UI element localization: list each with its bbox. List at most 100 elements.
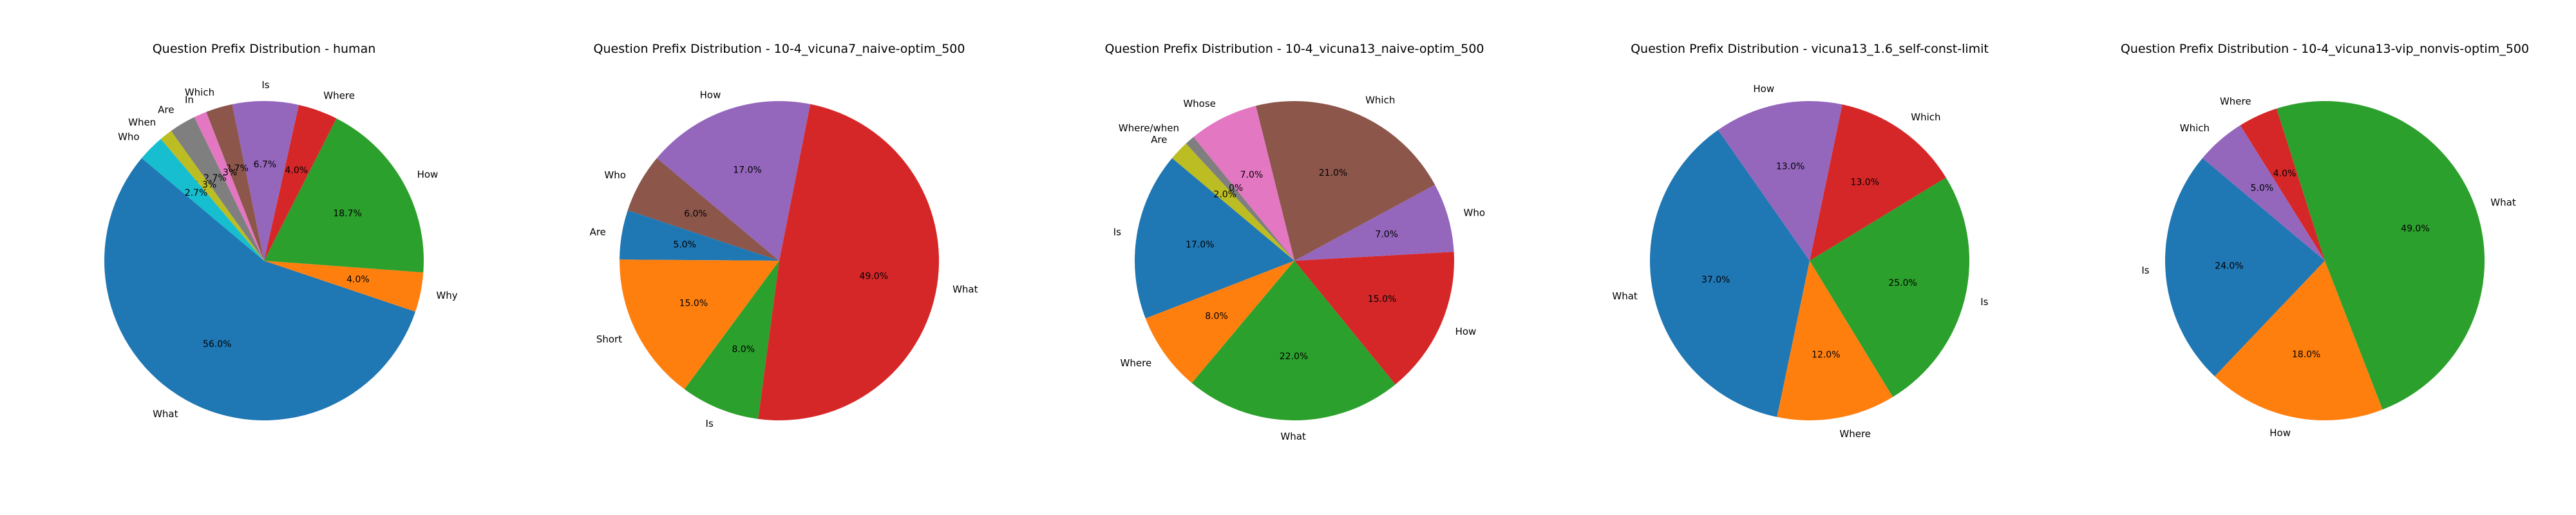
pie-slice <box>2165 158 2325 377</box>
pie-slice <box>1810 177 1969 397</box>
slice-label: Is <box>261 79 269 91</box>
pie-slice <box>657 100 811 261</box>
slice-label: What <box>153 408 178 420</box>
slice-percent: 17.0% <box>1186 240 1214 250</box>
slice-label: Where/when <box>1119 122 1179 134</box>
slice-percent: 12.0% <box>1812 350 1840 360</box>
slice-percent: 7.0% <box>1240 170 1264 180</box>
slice-label: Short <box>596 333 622 345</box>
slice-percent: 6.0% <box>684 209 707 219</box>
pie-slice <box>104 158 416 421</box>
pie-slice <box>1294 252 1454 385</box>
slice-percent: 5.0% <box>673 240 696 250</box>
pie-slice <box>264 104 337 261</box>
slice-percent: 6.7% <box>254 160 277 170</box>
pie-slice <box>2202 125 2325 261</box>
slice-percent: 4.0% <box>346 274 370 285</box>
pie-slice <box>1256 101 1435 261</box>
slice-percent: 15.0% <box>1368 294 1396 304</box>
slice-label: Which <box>1365 94 1395 106</box>
slice-label: Which <box>2180 122 2210 134</box>
slice-label: In <box>185 94 194 106</box>
pie-slice <box>1649 129 1810 417</box>
slice-label: How <box>417 169 439 180</box>
pie-slice <box>194 111 264 261</box>
slice-percent: 56.0% <box>203 339 231 350</box>
pie-slice <box>206 104 264 261</box>
pie-chart-3: Question Prefix Distribution - 10-4_vicu… <box>1104 42 1485 442</box>
chart-title: Question Prefix Distribution - vicuna13_… <box>1631 42 1989 56</box>
pie-slice <box>2277 100 2485 410</box>
pie-chart-4: Question Prefix Distribution - vicuna13_… <box>1612 42 1989 440</box>
slice-percent: 13.0% <box>1776 162 1804 172</box>
slice-percent: 49.0% <box>2401 224 2429 234</box>
pie-slice <box>627 158 779 261</box>
pie-slice <box>620 259 779 389</box>
slice-percent: 22.0% <box>1280 351 1308 362</box>
slice-label: Where <box>2220 95 2251 107</box>
slice-percent: 2.7% <box>204 173 227 183</box>
slice-label: Are <box>1151 134 1167 145</box>
slice-label: How <box>1455 326 1477 337</box>
slice-label: Where <box>1839 428 1871 440</box>
pie-slice <box>1172 144 1294 261</box>
slice-label: Is <box>2141 265 2149 276</box>
pie-slice <box>1191 261 1396 421</box>
pie-slice <box>1193 106 1294 261</box>
slice-label: What <box>952 284 978 295</box>
pie-slice <box>620 210 779 261</box>
pie-slice <box>160 131 264 261</box>
slice-percent: 49.0% <box>860 271 888 281</box>
slice-percent: 15.0% <box>679 299 708 309</box>
pie-slice <box>1134 158 1294 319</box>
chart-title: Question Prefix Distribution - 10-4_vicu… <box>2121 42 2529 56</box>
slice-label: Are <box>158 104 174 116</box>
slice-percent: 4.0% <box>2273 169 2297 179</box>
slice-label: Are <box>590 226 606 238</box>
chart-title: Question Prefix Distribution - human <box>153 42 376 56</box>
slice-label: How <box>700 89 721 101</box>
slice-percent: 25.0% <box>1888 278 1917 288</box>
slice-label: Who <box>1464 207 1486 219</box>
pie-slice <box>1718 100 1842 261</box>
slice-label: Whose <box>1183 98 1216 109</box>
pie-slice <box>171 117 264 261</box>
slice-percent: 2.7% <box>225 164 249 174</box>
slice-label: Who <box>118 131 140 143</box>
slice-percent: 13.0% <box>1851 177 1879 187</box>
slice-label: Where <box>323 89 355 101</box>
pie-slice <box>1777 261 1893 421</box>
slice-label: What <box>2490 196 2516 208</box>
slice-percent: 5.0% <box>2251 183 2274 194</box>
slice-percent: 8.0% <box>1205 312 1228 322</box>
slice-label: Which <box>1911 111 1940 123</box>
pie-chart-2: Question Prefix Distribution - 10-4_vicu… <box>590 42 978 429</box>
slice-percent: 2.7% <box>185 188 208 198</box>
chart-title: Question Prefix Distribution - 10-4_vicu… <box>594 42 965 56</box>
slice-label: What <box>1612 290 1638 302</box>
slice-label: How <box>2269 427 2291 439</box>
pie-slice <box>758 104 940 421</box>
slice-label: Why <box>436 290 457 301</box>
slice-label: Which <box>185 86 214 98</box>
slice-percent: 21.0% <box>1319 168 1347 178</box>
slice-percent: 4.0% <box>285 165 308 176</box>
pie-slice <box>1186 136 1294 261</box>
pie-slice <box>1810 104 1946 261</box>
slice-percent: 8.0% <box>732 344 755 355</box>
pie-slice <box>232 100 299 261</box>
slice-label: Is <box>706 418 714 429</box>
pie-chart-5: Question Prefix Distribution - 10-4_vicu… <box>2121 42 2529 439</box>
slice-label: Is <box>1980 296 1988 308</box>
slice-percent: 18.0% <box>2292 350 2320 360</box>
pie-slice <box>264 261 424 312</box>
slice-percent: 18.7% <box>333 209 361 219</box>
slice-percent: 2.0% <box>1213 189 1236 200</box>
slice-label: Is <box>1113 226 1121 238</box>
pie-slice <box>2240 108 2325 261</box>
slice-percent: 37.0% <box>1701 275 1730 285</box>
pie-slice <box>1294 185 1454 261</box>
pie-slice <box>2214 261 2383 421</box>
pie-slice <box>142 138 264 261</box>
